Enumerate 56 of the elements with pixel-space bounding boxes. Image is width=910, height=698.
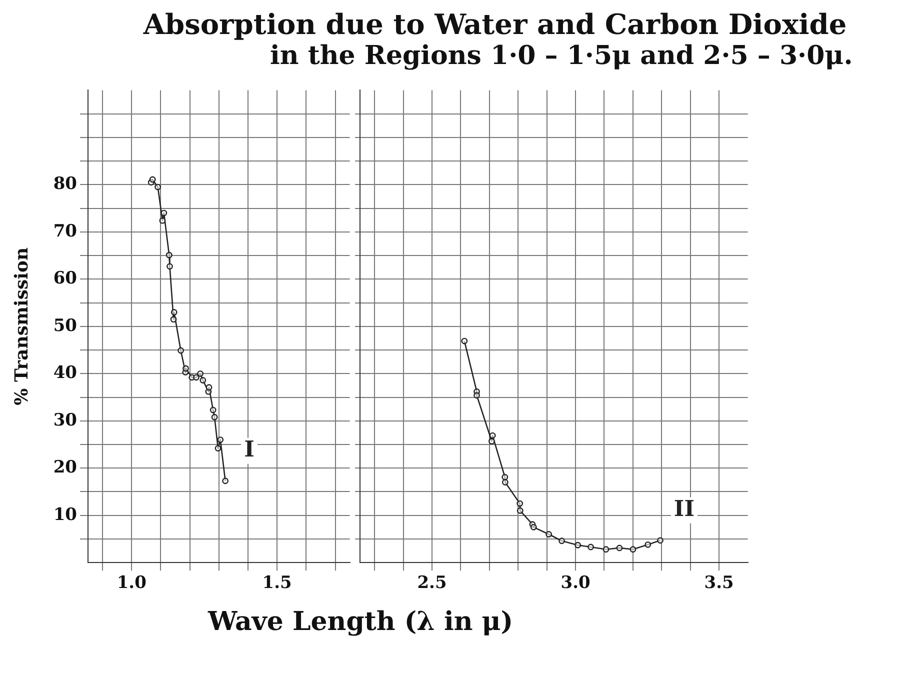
point xyxy=(644,541,652,548)
point xyxy=(630,546,636,553)
text: in the Regions 1·0 – 1·5μ and 2·5 – 3·0μ. xyxy=(269,41,854,71)
point xyxy=(214,445,222,452)
point xyxy=(474,392,480,399)
point xyxy=(558,538,565,544)
point xyxy=(502,479,508,486)
y-tick-label: 70 xyxy=(53,221,78,242)
point xyxy=(602,546,610,553)
point xyxy=(149,176,156,183)
y-tick-label: 10 xyxy=(53,504,78,525)
point xyxy=(657,537,664,544)
y-tick-label: 30 xyxy=(53,410,78,430)
point xyxy=(530,524,537,530)
x-tick-label: 3.5 xyxy=(704,573,734,594)
point xyxy=(166,252,172,258)
point xyxy=(182,365,189,372)
point xyxy=(159,217,166,224)
point xyxy=(206,384,212,391)
y-tick-label: 20 xyxy=(53,458,78,478)
y-axis-title: % Transmission xyxy=(11,247,32,406)
point xyxy=(217,436,224,443)
point xyxy=(489,432,496,439)
point xyxy=(160,210,168,216)
point xyxy=(200,377,206,384)
text: Absorption due to Water and Carbon Dioxide xyxy=(142,8,848,41)
point xyxy=(154,184,162,190)
point xyxy=(546,531,552,538)
point xyxy=(502,474,508,480)
point xyxy=(170,316,177,323)
point xyxy=(461,338,468,344)
point xyxy=(178,347,184,354)
point xyxy=(516,500,524,507)
y-tick-label: 40 xyxy=(53,363,78,384)
point xyxy=(211,414,218,420)
point xyxy=(516,507,524,514)
point xyxy=(166,263,173,270)
y-tick-label: 80 xyxy=(53,174,78,194)
point xyxy=(197,370,204,377)
x-tick-label: 3.0 xyxy=(560,573,590,594)
y-tick-label: 60 xyxy=(53,268,78,289)
series-label: II xyxy=(674,496,695,522)
point xyxy=(210,406,216,414)
point xyxy=(170,309,178,316)
point xyxy=(616,544,623,552)
point xyxy=(222,478,228,484)
point xyxy=(193,374,200,381)
point xyxy=(488,438,495,444)
x-tick-label: 2.5 xyxy=(417,573,447,594)
x-tick-label: 1.0 xyxy=(116,573,147,594)
series-label: I xyxy=(244,436,254,463)
x-tick-label: 1.5 xyxy=(262,573,292,594)
y-tick-label: 50 xyxy=(53,316,78,336)
point xyxy=(574,542,582,548)
point xyxy=(588,544,594,550)
x-axis-title: Wave Length (λ in μ) xyxy=(206,607,514,637)
